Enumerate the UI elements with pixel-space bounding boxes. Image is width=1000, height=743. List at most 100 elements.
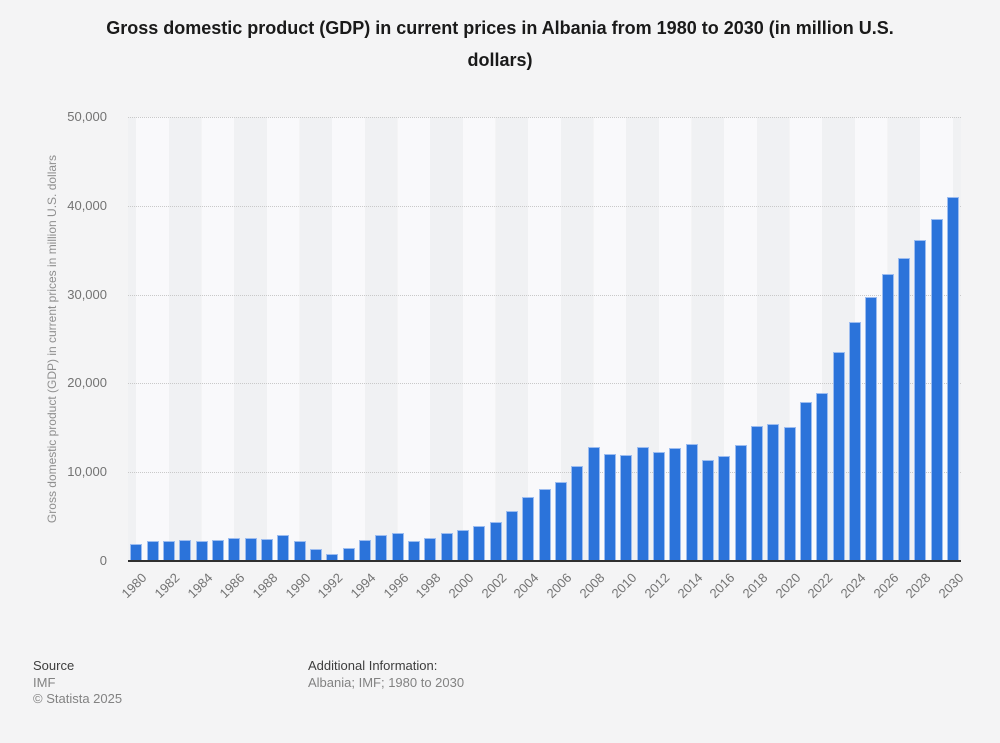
y-tick-label-50000: 50,000 xyxy=(67,109,107,124)
background-stripe xyxy=(495,117,529,561)
x-tick-label-1982: 1982 xyxy=(151,570,183,602)
bar-2017[interactable] xyxy=(734,445,747,561)
bar-2023[interactable] xyxy=(832,352,845,561)
x-tick-label-2004: 2004 xyxy=(510,570,542,602)
gridline-10000 xyxy=(128,472,961,474)
x-tick-label-2026: 2026 xyxy=(870,570,902,602)
y-tick-label-10000: 10,000 xyxy=(67,464,107,480)
bar-2005[interactable] xyxy=(538,489,551,561)
bar-1985[interactable] xyxy=(211,540,224,561)
x-tick-label-2024: 2024 xyxy=(837,570,869,602)
bar-1998[interactable] xyxy=(424,538,437,561)
background-stripe xyxy=(397,117,431,561)
x-tick-label-2012: 2012 xyxy=(641,570,673,602)
bar-2024[interactable] xyxy=(848,322,861,561)
bar-2004[interactable] xyxy=(522,497,535,561)
bar-1991[interactable] xyxy=(309,549,322,561)
bar-1999[interactable] xyxy=(440,533,453,561)
background-stripe xyxy=(128,117,137,561)
gridline-20000 xyxy=(128,383,961,385)
x-tick-label-2010: 2010 xyxy=(608,570,640,602)
y-tick-label-20000: 20,000 xyxy=(67,375,107,391)
source-label: Source xyxy=(33,658,75,673)
bar-2011[interactable] xyxy=(636,447,649,561)
bar-2016[interactable] xyxy=(718,456,731,561)
bar-2013[interactable] xyxy=(669,448,682,561)
bar-1986[interactable] xyxy=(228,538,241,561)
x-tick-label-2006: 2006 xyxy=(543,570,575,602)
bar-2014[interactable] xyxy=(685,444,698,561)
x-tick-label-1992: 1992 xyxy=(314,570,346,602)
bar-1981[interactable] xyxy=(146,541,159,561)
x-axis-line xyxy=(128,560,961,562)
additional-information-value: Albania; IMF; 1980 to 2030 xyxy=(308,675,465,690)
x-tick-label-1994: 1994 xyxy=(347,570,379,602)
bar-2003[interactable] xyxy=(505,511,518,561)
bar-1980[interactable] xyxy=(130,544,143,561)
bar-1982[interactable] xyxy=(162,541,175,561)
x-tick-label-2030: 2030 xyxy=(935,570,967,602)
bar-2026[interactable] xyxy=(881,274,894,561)
x-tick-label-2002: 2002 xyxy=(478,570,510,602)
background-stripe xyxy=(299,117,333,561)
bar-1989[interactable] xyxy=(277,535,290,561)
bar-2000[interactable] xyxy=(456,530,469,561)
bar-2006[interactable] xyxy=(554,482,567,561)
x-tick-label-2008: 2008 xyxy=(576,570,608,602)
bar-2008[interactable] xyxy=(587,447,600,561)
background-stripe xyxy=(462,117,496,561)
x-tick-label-1986: 1986 xyxy=(216,570,248,602)
bar-1995[interactable] xyxy=(375,535,388,561)
bar-1988[interactable] xyxy=(260,539,273,561)
bar-2022[interactable] xyxy=(816,393,829,561)
bar-2001[interactable] xyxy=(473,526,486,561)
background-stripe xyxy=(266,117,300,561)
bar-1994[interactable] xyxy=(358,540,371,561)
bar-1996[interactable] xyxy=(391,533,404,561)
bar-2007[interactable] xyxy=(571,466,584,561)
bar-2028[interactable] xyxy=(914,240,927,561)
x-tick-label-2028: 2028 xyxy=(902,570,934,602)
x-tick-label-2020: 2020 xyxy=(772,570,804,602)
x-tick-label-1988: 1988 xyxy=(249,570,281,602)
bar-2018[interactable] xyxy=(750,426,763,561)
x-tick-label-2018: 2018 xyxy=(739,570,771,602)
bar-2030[interactable] xyxy=(946,197,959,561)
bar-1997[interactable] xyxy=(407,541,420,561)
gridline-30000 xyxy=(128,294,961,296)
background-stripe xyxy=(430,117,463,561)
bar-2019[interactable] xyxy=(767,424,780,561)
bar-1983[interactable] xyxy=(179,540,192,561)
bar-2015[interactable] xyxy=(701,460,714,561)
bar-1987[interactable] xyxy=(244,538,257,561)
bar-2021[interactable] xyxy=(799,402,812,561)
chart-title: Gross domestic product (GDP) in current … xyxy=(106,18,894,70)
background-stripe xyxy=(234,117,267,561)
additional-information-label: Additional Information: xyxy=(308,658,438,673)
bar-2012[interactable] xyxy=(652,452,665,561)
background-stripe xyxy=(332,117,365,561)
x-tick-label-2014: 2014 xyxy=(674,570,706,602)
bar-2029[interactable] xyxy=(930,219,943,561)
x-tick-label-1984: 1984 xyxy=(184,570,216,602)
plot-area xyxy=(128,117,961,562)
x-tick-label-2016: 2016 xyxy=(706,570,738,602)
y-tick-label-40000: 40,000 xyxy=(67,197,107,213)
bar-2027[interactable] xyxy=(897,258,910,561)
bar-2009[interactable] xyxy=(603,454,616,561)
gridline-40000 xyxy=(128,205,961,207)
bar-1984[interactable] xyxy=(195,541,208,561)
bar-2025[interactable] xyxy=(865,297,878,561)
x-tick-label-1980: 1980 xyxy=(118,570,150,602)
bar-1993[interactable] xyxy=(342,548,355,561)
bar-2020[interactable] xyxy=(783,427,796,561)
bar-2010[interactable] xyxy=(620,455,633,561)
bar-2002[interactable] xyxy=(489,522,502,561)
background-stripe xyxy=(168,117,202,561)
bar-1992[interactable] xyxy=(326,554,339,561)
source-value: IMF xyxy=(33,675,56,690)
bar-1990[interactable] xyxy=(293,541,306,561)
x-tick-label-1996: 1996 xyxy=(380,570,412,602)
background-stripe xyxy=(364,117,398,561)
